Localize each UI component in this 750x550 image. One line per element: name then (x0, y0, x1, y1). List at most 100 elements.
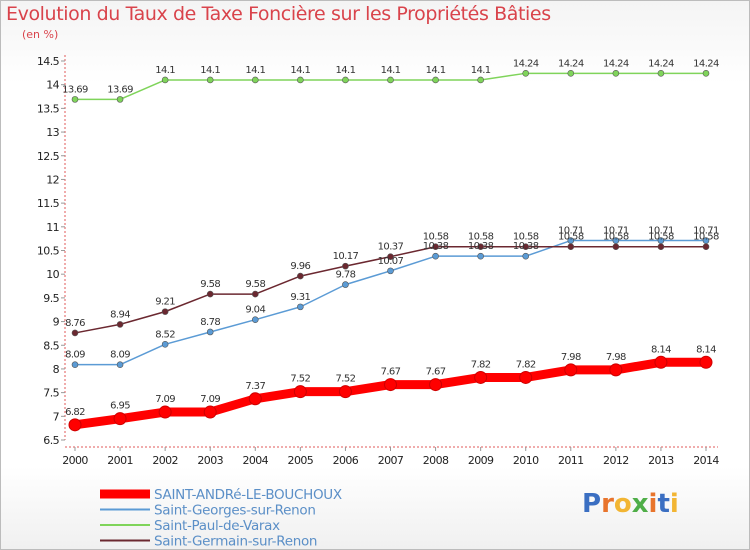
logo-letter: o (613, 489, 632, 519)
data-point (71, 361, 79, 368)
data-label: 9.78 (335, 270, 355, 281)
data-point (654, 355, 668, 369)
y-tick-label: 9 (53, 316, 60, 329)
data-label: 7.82 (471, 359, 491, 370)
x-tick-label: 2014 (693, 454, 719, 467)
data-label: 14.1 (426, 65, 446, 76)
data-point (251, 290, 259, 298)
data-point (474, 370, 488, 384)
data-point (387, 267, 394, 275)
data-label: 7.09 (155, 394, 175, 405)
y-tick-label: 6.5 (43, 434, 59, 447)
data-label: 9.21 (155, 297, 175, 308)
data-label: 7.67 (381, 367, 401, 378)
data-label: 9.31 (290, 292, 310, 303)
logo-letter: x (631, 489, 649, 519)
data-label: 7.52 (290, 374, 310, 385)
data-point (338, 385, 352, 399)
x-tick-label: 2008 (423, 454, 449, 467)
data-point (206, 328, 214, 336)
data-point (206, 76, 214, 84)
data-label: 8.09 (110, 350, 130, 361)
data-point (113, 412, 127, 426)
legend-entry-label: SAINT-ANDRé-LE-BOUCHOUX (154, 487, 342, 503)
data-point (519, 370, 533, 384)
data-label: 8.76 (65, 318, 85, 329)
data-label: 14.1 (381, 65, 401, 76)
data-point (657, 70, 665, 77)
data-point (387, 253, 394, 260)
x-tick-label: 2013 (648, 454, 674, 467)
x-tick-label: 2002 (152, 454, 178, 467)
data-label: 8.14 (696, 344, 716, 355)
data-point (612, 243, 620, 251)
legend-entry-label: Saint-Germain-sur-Renon (154, 534, 317, 550)
data-label: 7.98 (561, 352, 581, 363)
logo-letter: t (657, 489, 670, 519)
data-point (71, 96, 79, 103)
data-point (432, 243, 439, 251)
data-label: 8.94 (110, 309, 130, 320)
data-point (522, 243, 530, 251)
data-label: 8.14 (651, 344, 671, 355)
data-point (342, 76, 349, 84)
data-label: 9.58 (245, 279, 265, 290)
data-label: 14.1 (200, 65, 220, 76)
y-tick-label: 13 (46, 126, 59, 139)
data-label: 7.37 (245, 381, 265, 392)
x-tick-label: 2011 (558, 454, 584, 467)
data-label: 8.78 (200, 317, 220, 328)
data-point (702, 243, 710, 251)
chart-title: Evolution du Taux de Taxe Foncière sur l… (6, 3, 551, 25)
data-point (297, 272, 304, 280)
data-label: 7.98 (606, 352, 626, 363)
data-label: 10.58 (468, 232, 494, 243)
data-label: 10.71 (603, 226, 629, 237)
y-tick-label: 11 (46, 221, 59, 234)
x-tick-label: 2007 (378, 454, 404, 467)
data-label: 10.58 (603, 232, 629, 243)
data-point (387, 76, 394, 84)
data-point (429, 378, 443, 392)
data-point (522, 70, 530, 77)
series-saint-germain-sur-renon (71, 243, 710, 337)
logo-letter: r (601, 489, 614, 519)
axes: 6.577.588.599.51010.51111.51212.51313.51… (37, 55, 720, 467)
data-label: 6.82 (65, 407, 85, 418)
legend-entry-label: Saint-Paul-de-Varax (154, 518, 280, 534)
data-label: 10.37 (378, 242, 404, 253)
y-tick-label: 10.5 (37, 245, 60, 258)
data-point (432, 252, 439, 260)
data-point (161, 76, 169, 84)
proxiti-logo: Proxiti (582, 489, 679, 519)
data-label: 14.24 (603, 58, 629, 69)
data-point (477, 252, 484, 260)
data-point (68, 418, 82, 432)
x-tick-label: 2000 (62, 454, 88, 467)
data-point (161, 341, 169, 348)
data-point (564, 363, 578, 377)
data-label: 7.82 (516, 359, 536, 370)
data-point (477, 76, 484, 84)
data-label: 10.58 (513, 232, 539, 243)
data-point (116, 96, 124, 103)
data-point (384, 378, 397, 392)
data-label: 14.24 (648, 58, 674, 69)
data-point (297, 303, 304, 311)
data-label: 7.09 (200, 394, 220, 405)
data-point (567, 70, 575, 77)
data-label: 8.52 (155, 329, 175, 340)
legend: SAINT-ANDRé-LE-BOUCHOUXSaint-Georges-sur… (100, 487, 342, 550)
data-label: 10.71 (693, 226, 719, 237)
data-point (248, 392, 262, 406)
data-label: 14.24 (558, 58, 584, 69)
y-tick-label: 8.5 (43, 339, 59, 352)
data-label: 10.17 (333, 251, 359, 262)
data-point (293, 385, 307, 399)
data-label: 9.58 (200, 279, 220, 290)
x-tick-label: 2009 (468, 454, 494, 467)
x-tick-label: 2010 (513, 454, 539, 467)
data-point (206, 290, 214, 298)
data-point (71, 329, 79, 337)
